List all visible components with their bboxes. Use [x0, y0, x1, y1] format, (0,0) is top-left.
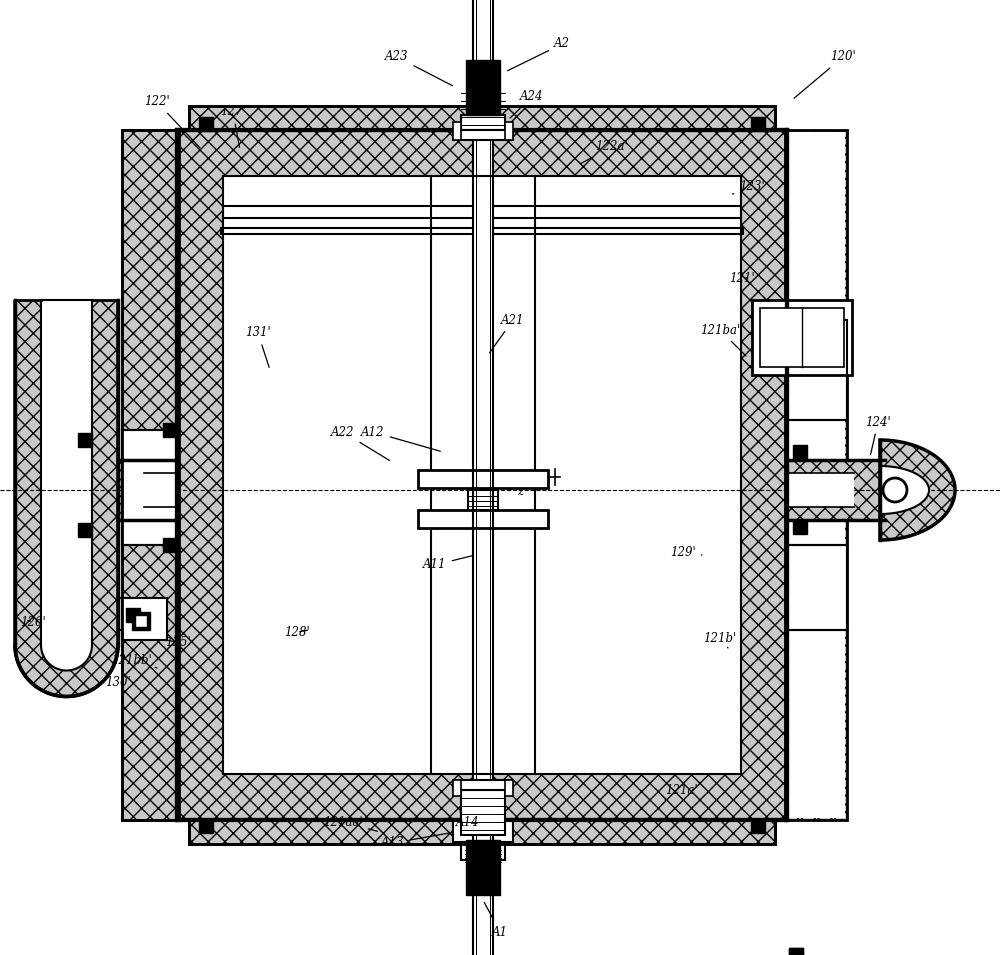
Text: 126': 126' — [20, 616, 46, 628]
Bar — [453, 130, 513, 140]
Bar — [177, 130, 787, 820]
Text: z: z — [508, 485, 523, 499]
Text: 121aa': 121aa' — [323, 816, 377, 831]
Bar — [199, 819, 213, 833]
Bar — [466, 840, 500, 895]
Text: 121b': 121b' — [703, 631, 737, 648]
Text: A21: A21 — [490, 313, 525, 352]
Bar — [199, 117, 213, 131]
Text: A14: A14 — [456, 812, 480, 829]
Bar — [78, 433, 92, 447]
Polygon shape — [41, 300, 92, 670]
Bar — [760, 308, 844, 367]
Bar — [418, 510, 548, 528]
Text: 121ba': 121ba' — [700, 324, 746, 356]
Text: 123': 123' — [733, 180, 765, 194]
Bar — [751, 117, 765, 131]
Bar — [793, 445, 807, 459]
Bar — [122, 430, 177, 545]
Bar — [418, 470, 548, 488]
Bar — [466, 60, 500, 115]
Bar — [144, 473, 177, 507]
Bar — [793, 520, 807, 534]
Bar — [126, 608, 140, 622]
Bar — [122, 598, 167, 640]
Bar — [453, 780, 513, 790]
Text: 121a': 121a' — [665, 783, 698, 800]
Bar — [785, 132, 845, 818]
Text: 125': 125' — [165, 635, 191, 648]
Text: A12: A12 — [361, 426, 440, 451]
Bar — [505, 122, 513, 140]
Bar — [223, 176, 741, 774]
Polygon shape — [15, 300, 118, 696]
Bar — [118, 460, 177, 520]
Bar — [189, 820, 775, 844]
Text: 122': 122' — [144, 96, 200, 148]
Text: A23: A23 — [385, 51, 453, 86]
Text: 131': 131' — [245, 327, 271, 368]
Text: 121bb': 121bb' — [112, 653, 157, 668]
Bar — [751, 819, 765, 833]
Bar — [787, 545, 847, 630]
Bar — [505, 780, 513, 796]
Text: 127': 127' — [220, 105, 246, 147]
Text: A1: A1 — [484, 902, 508, 939]
Bar — [752, 300, 852, 375]
Text: 128': 128' — [284, 626, 310, 639]
Bar — [221, 228, 743, 234]
Text: 124': 124' — [865, 415, 891, 455]
Bar — [787, 320, 847, 420]
Polygon shape — [880, 466, 929, 514]
Bar — [223, 206, 741, 218]
Text: 129': 129' — [670, 546, 702, 560]
Bar — [468, 490, 498, 510]
Bar — [787, 473, 854, 507]
Circle shape — [883, 478, 907, 502]
Bar — [453, 122, 461, 140]
Bar — [78, 523, 92, 537]
Bar — [461, 842, 505, 860]
Bar — [122, 130, 179, 820]
Bar — [163, 538, 177, 552]
Bar — [189, 106, 775, 130]
Bar — [787, 460, 880, 520]
Bar — [163, 423, 177, 437]
Polygon shape — [880, 440, 955, 540]
Bar — [789, 948, 803, 955]
Bar — [132, 612, 150, 630]
Bar — [135, 615, 147, 627]
Bar — [785, 130, 847, 820]
Bar — [118, 598, 153, 630]
Bar — [41, 296, 92, 304]
Text: 121': 121' — [729, 271, 755, 285]
Text: 130': 130' — [105, 675, 137, 689]
Bar — [789, 948, 803, 955]
Text: A13: A13 — [381, 833, 452, 850]
Bar — [473, 0, 493, 955]
Bar — [461, 115, 505, 130]
Bar — [453, 820, 513, 842]
Bar — [461, 790, 505, 835]
Text: A24: A24 — [510, 91, 544, 118]
Text: A11: A11 — [423, 556, 472, 571]
Text: 122a': 122a' — [580, 140, 628, 163]
Bar — [453, 780, 461, 796]
Text: A22: A22 — [331, 426, 390, 460]
Text: 120': 120' — [794, 51, 856, 98]
Text: A2: A2 — [507, 37, 570, 71]
